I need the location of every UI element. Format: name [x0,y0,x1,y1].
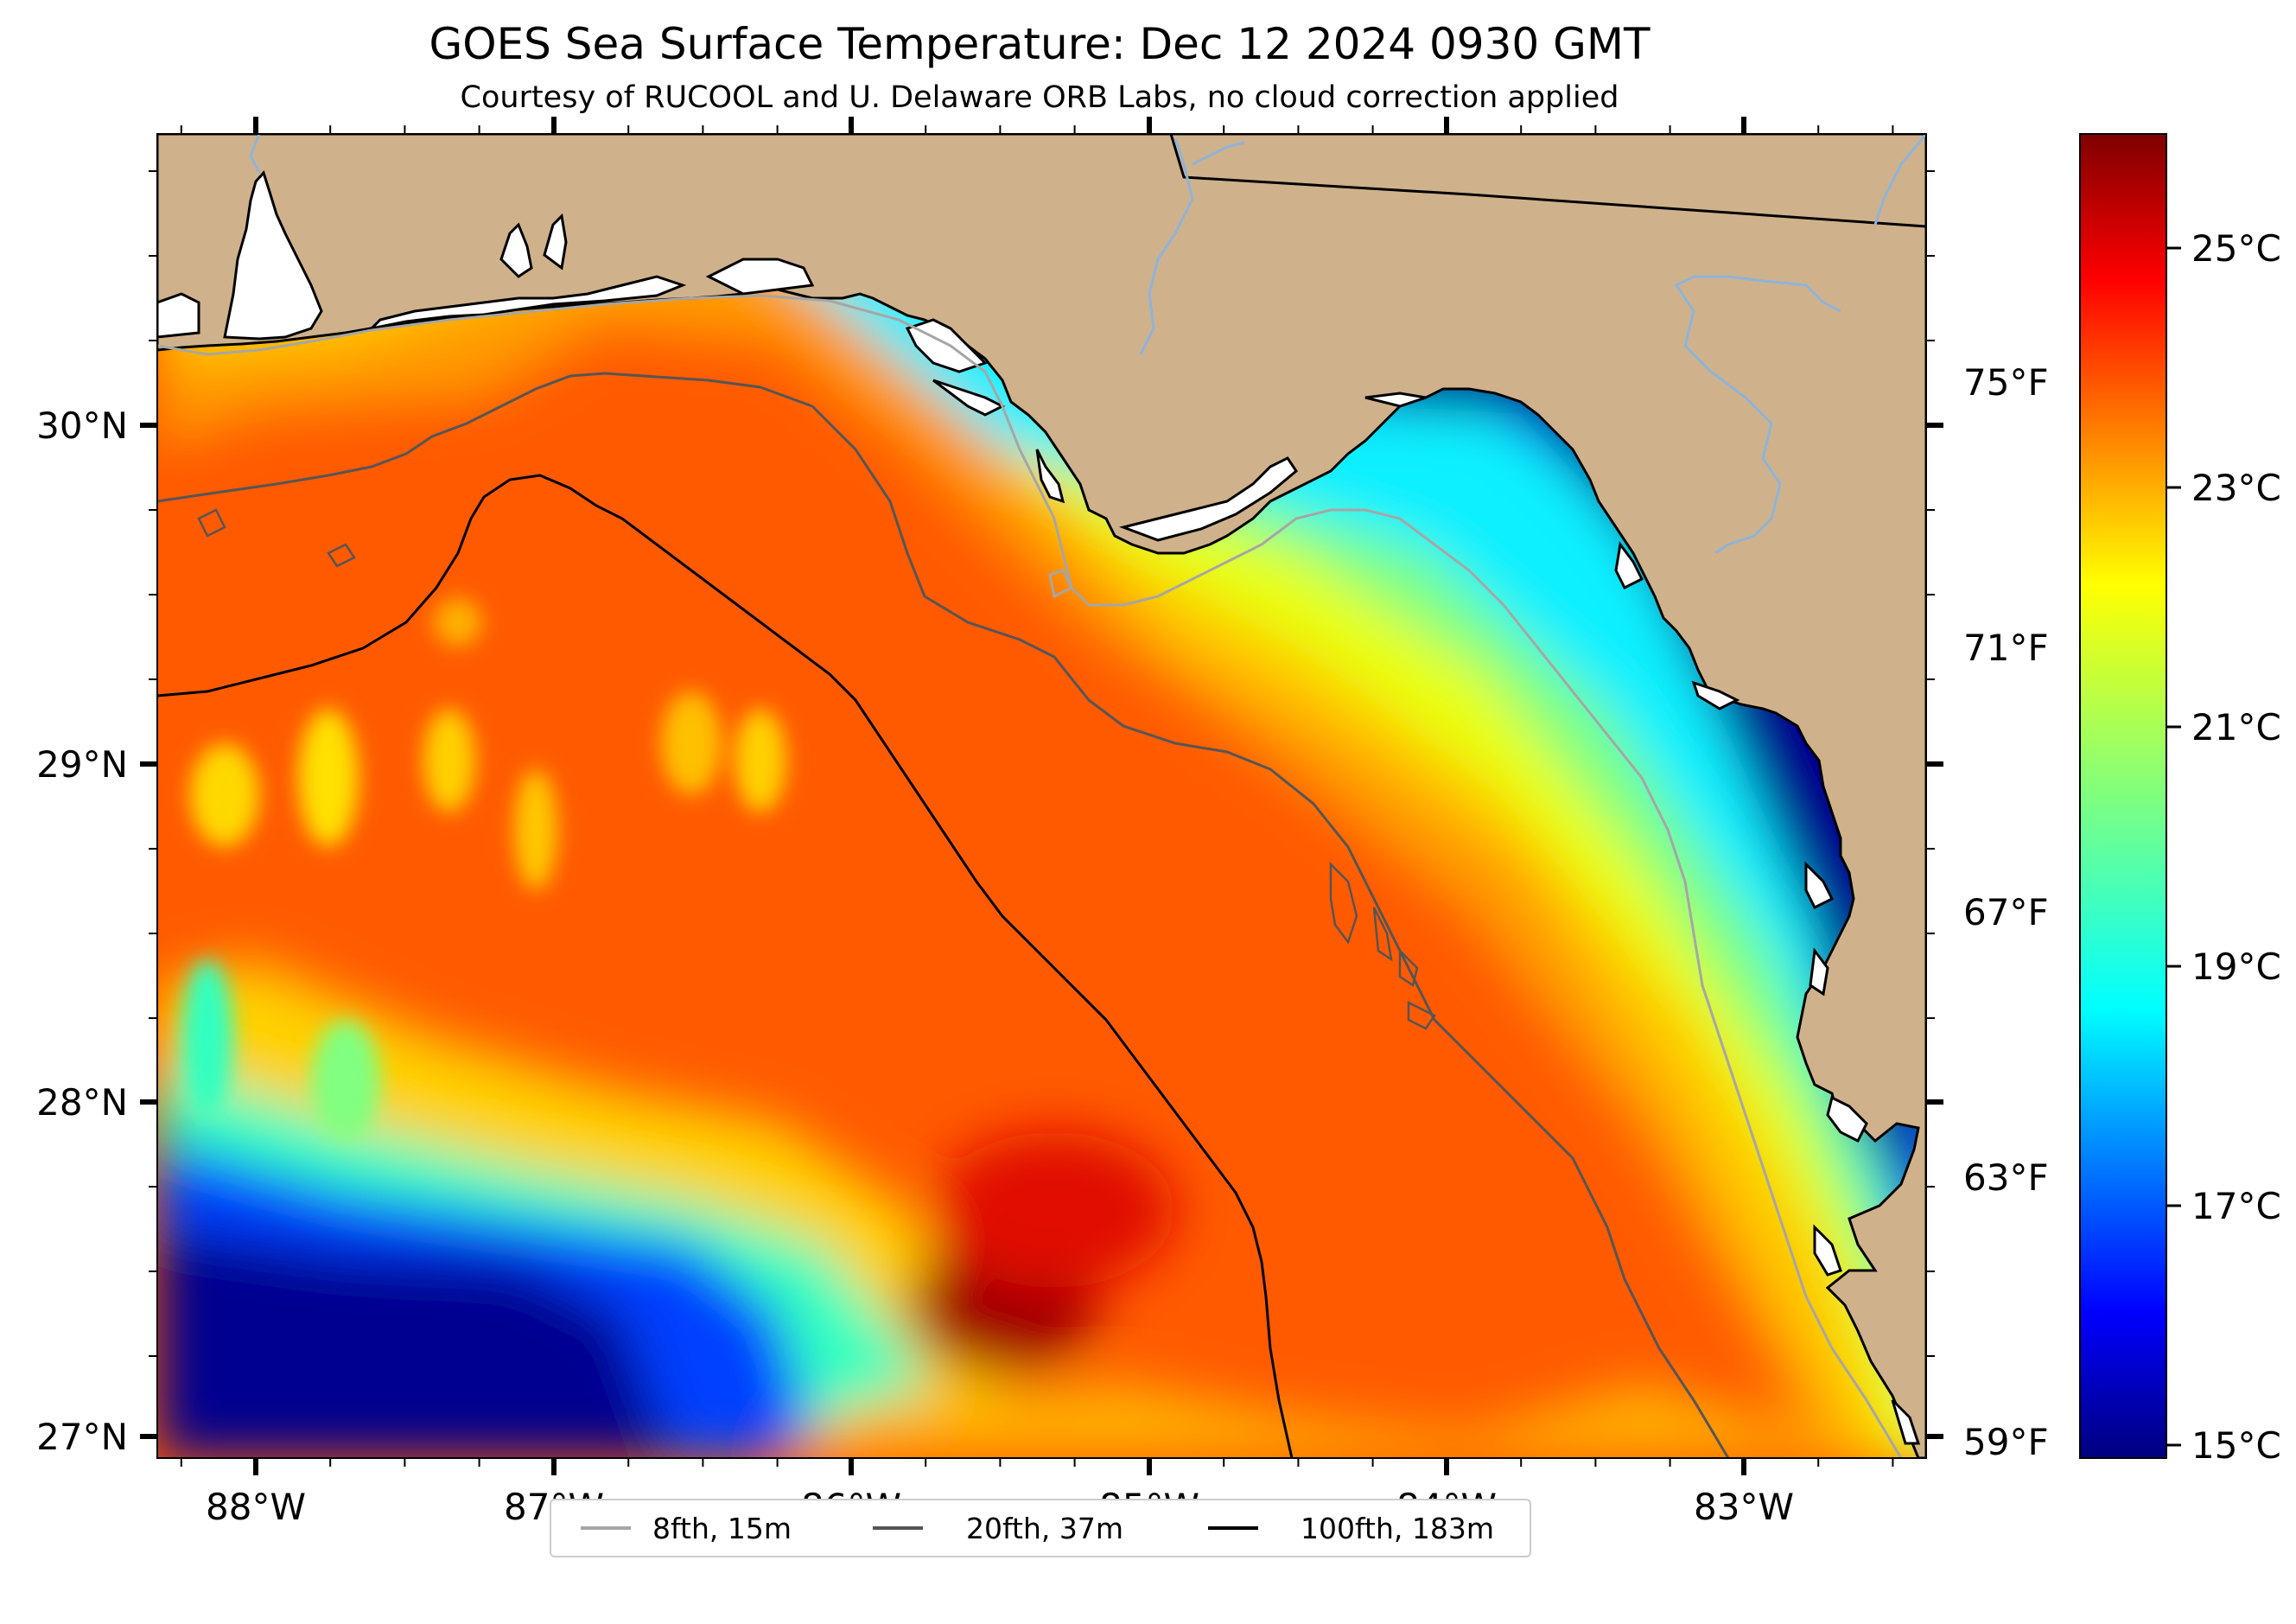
lat-label: 27°N [36,1416,128,1458]
map-title: GOES Sea Surface Temperature: Dec 12 202… [429,19,1650,69]
lat-label: 30°N [36,404,128,447]
colorbar-label: 23°C [2191,467,2281,509]
contour-20fth [157,372,1730,1458]
no-data-patches [157,170,1921,1445]
contour-100fth [157,474,1294,1458]
state-border [1169,134,1926,228]
contour-20fth-islands [197,508,1436,1030]
legend-box [550,1499,1531,1557]
fahrenheit-label: 67°F [1963,891,2049,933]
sst-speckle [181,598,786,1141]
contour-legend: 8fth, 15m 20fth, 37m 100fth, 183m [550,1499,1531,1557]
contour-8fth [157,294,1903,1458]
rivers [249,134,1926,555]
map-panel [157,134,1926,1458]
lon-label: 83°W [1694,1486,1794,1528]
fahrenheit-label: 63°F [1963,1156,2049,1199]
legend-label-100fth: 100fth, 183m [1301,1512,1494,1545]
map-axes: 88°W87°W86°W85°W84°W83°W30°N29°N28°N27°N… [36,117,2049,1528]
colorbar-label: 17°C [2191,1185,2281,1227]
colorbar-label: 19°C [2191,946,2281,988]
map-frame [156,133,1927,1459]
colorbar-label: 15°C [2191,1424,2281,1467]
colorbar-gradient [2079,133,2167,1459]
map-subtitle: Courtesy of RUCOOL and U. Delaware ORB L… [461,80,1619,115]
lat-label: 28°N [36,1081,128,1124]
colorbar: 25°C 23°C 21°C 19°C 17°C 15°C [2079,133,2281,1467]
colorbar-label: 21°C [2191,706,2281,748]
lon-label: 88°W [206,1486,306,1528]
fahrenheit-label: 71°F [1963,627,2049,669]
lat-label: 29°N [36,743,128,786]
legend-label-20fth: 20fth, 37m [966,1512,1123,1545]
fahrenheit-label: 75°F [1963,361,2049,404]
fahrenheit-label: 59°F [1963,1421,2049,1463]
colorbar-label: 25°C [2191,227,2281,270]
colorbar-ticks: 25°C 23°C 21°C 19°C 17°C 15°C [2166,227,2281,1467]
legend-label-8fth: 8fth, 15m [652,1512,792,1545]
